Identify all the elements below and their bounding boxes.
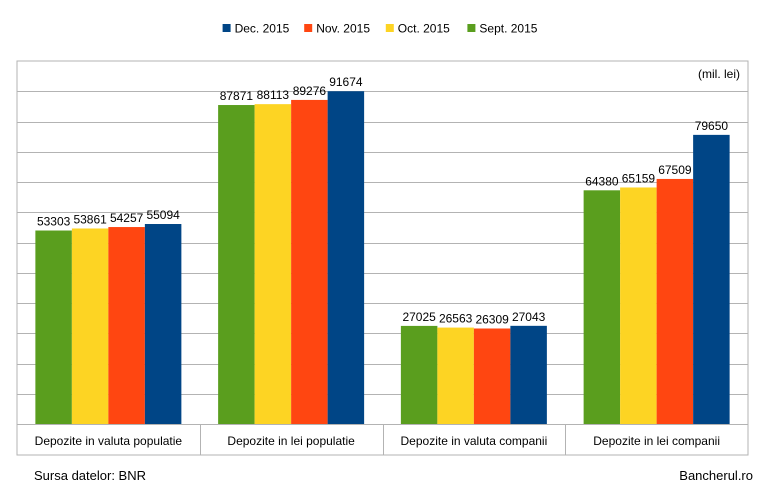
unit-label: (mil. lei): [698, 67, 740, 81]
legend-entry: Oct. 2015: [398, 22, 450, 36]
source-note: Sursa datelor: BNR: [34, 468, 146, 483]
data-label: 54257: [110, 211, 144, 225]
legend-swatch: [222, 24, 231, 32]
bar: [71, 228, 109, 424]
bar: [437, 327, 474, 424]
legend-swatch: [304, 24, 313, 32]
bar: [254, 104, 292, 424]
category-label: Depozite in lei companii: [593, 434, 720, 448]
bar: [35, 230, 72, 424]
data-label: 53303: [37, 215, 71, 229]
data-label: 89276: [293, 84, 327, 98]
legend-swatch: [385, 24, 394, 32]
bar: [510, 325, 547, 424]
category-label: Depozite in valuta companii: [401, 434, 548, 448]
legend-swatch: [467, 24, 476, 32]
bar: [218, 105, 255, 425]
data-label: 26309: [475, 312, 509, 326]
category-label: Depozite in lei populatie: [227, 434, 355, 448]
bar: [656, 178, 694, 424]
site-name: Bancherul.ro: [679, 468, 753, 483]
data-label: 67509: [658, 163, 692, 177]
data-label: 91674: [329, 75, 363, 89]
bar: [144, 224, 182, 424]
data-label: 27025: [402, 310, 436, 324]
data-label: 87871: [220, 89, 254, 103]
legend-entry: Dec. 2015: [235, 22, 290, 36]
bar: [108, 227, 145, 424]
data-label: 64380: [585, 174, 619, 188]
legend-entry: Nov. 2015: [316, 22, 370, 36]
bar: [473, 328, 511, 424]
plot-frame: [16, 60, 749, 456]
data-label: 27043: [512, 310, 546, 324]
plot-area: Depozite in valuta populatie Depozite in …: [16, 60, 749, 456]
chart-legend: Dec. 2015 Nov. 2015 Oct. 2015 Sept. 2015: [222, 22, 538, 36]
data-label: 53861: [73, 212, 107, 226]
bar: [327, 91, 365, 424]
data-label: 79650: [695, 119, 729, 133]
data-label: 65159: [622, 171, 656, 185]
bar: [693, 134, 730, 425]
data-label: 55094: [146, 208, 180, 222]
bar: [620, 187, 657, 424]
bar: [400, 325, 438, 424]
bar: [291, 99, 328, 424]
bar: [583, 190, 621, 424]
legend-entry: Sept. 2015: [479, 22, 537, 36]
data-label: 88113: [257, 88, 290, 102]
data-label: 26563: [439, 312, 473, 326]
category-label: Depozite in valuta populatie: [35, 434, 183, 448]
